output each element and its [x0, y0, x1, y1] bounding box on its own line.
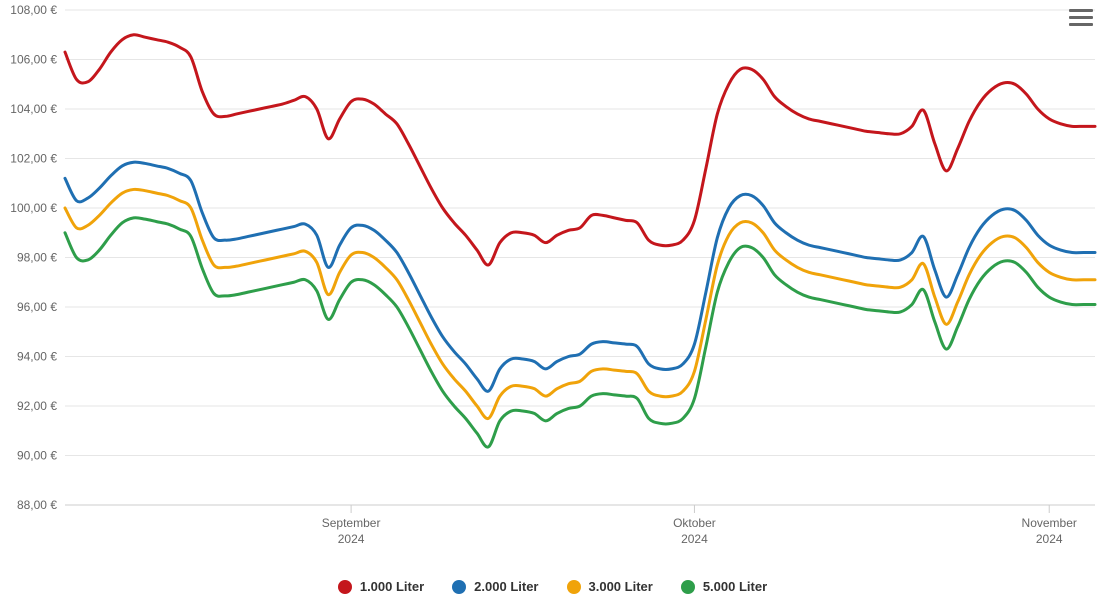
svg-text:94,00 €: 94,00 € — [17, 350, 57, 364]
legend-swatch — [567, 580, 581, 594]
chart-legend: 1.000 Liter 2.000 Liter 3.000 Liter 5.000 L… — [0, 579, 1105, 594]
svg-text:106,00 €: 106,00 € — [10, 53, 57, 67]
legend-label: 2.000 Liter — [474, 579, 538, 594]
svg-text:100,00 €: 100,00 € — [10, 201, 57, 215]
svg-text:90,00 €: 90,00 € — [17, 449, 57, 463]
chart-menu-button[interactable] — [1069, 6, 1093, 28]
chart-plot-area: 88,00 € 90,00 € 92,00 € 94,00 € 96,00 € 98,00… — [0, 0, 1105, 602]
svg-text:108,00 €: 108,00 € — [10, 3, 57, 17]
svg-text:September: September — [322, 516, 381, 530]
legend-swatch — [338, 580, 352, 594]
legend-item-s1000[interactable]: 1.000 Liter — [338, 579, 424, 594]
price-chart: 88,00 € 90,00 € 92,00 € 94,00 € 96,00 € 98,00… — [0, 0, 1105, 602]
svg-text:2024: 2024 — [681, 532, 708, 546]
svg-text:102,00 €: 102,00 € — [10, 152, 57, 166]
svg-text:92,00 €: 92,00 € — [17, 399, 57, 413]
svg-text:2024: 2024 — [1036, 532, 1063, 546]
series-line-s3000 — [65, 189, 1095, 418]
legend-label: 1.000 Liter — [360, 579, 424, 594]
series-line-s5000 — [65, 218, 1095, 447]
svg-text:Oktober: Oktober — [673, 516, 716, 530]
series-line-s1000 — [65, 35, 1095, 265]
legend-item-s2000[interactable]: 2.000 Liter — [452, 579, 538, 594]
svg-text:104,00 €: 104,00 € — [10, 102, 57, 116]
svg-text:98,00 €: 98,00 € — [17, 251, 57, 265]
svg-text:96,00 €: 96,00 € — [17, 300, 57, 314]
svg-text:2024: 2024 — [338, 532, 365, 546]
legend-label: 3.000 Liter — [589, 579, 653, 594]
legend-label: 5.000 Liter — [703, 579, 767, 594]
legend-swatch — [452, 580, 466, 594]
legend-item-s5000[interactable]: 5.000 Liter — [681, 579, 767, 594]
legend-swatch — [681, 580, 695, 594]
svg-text:88,00 €: 88,00 € — [17, 498, 57, 512]
svg-text:November: November — [1022, 516, 1077, 530]
legend-item-s3000[interactable]: 3.000 Liter — [567, 579, 653, 594]
